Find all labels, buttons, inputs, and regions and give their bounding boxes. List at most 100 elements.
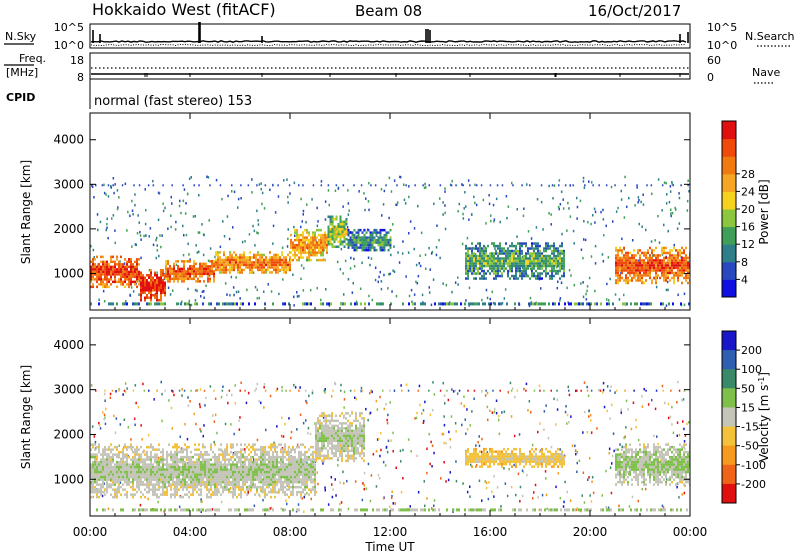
heatmap-cell [384,408,386,411]
heatmap-cell [198,466,200,469]
heatmap-cell [119,445,121,448]
heatmap-cell [665,269,667,272]
heatmap-cell [409,295,411,298]
heatmap-cell [563,275,565,278]
heatmap-cell [489,410,491,413]
heatmap-cell [344,246,346,249]
heatmap-cell [594,208,596,211]
heatmap-cell [523,272,525,275]
heatmap-cell [217,264,219,267]
heatmap-cell [306,244,308,247]
heatmap-cell [108,483,110,486]
heatmap-cell [481,438,483,441]
heatmap-cell [522,469,524,472]
heatmap-cell [631,257,633,260]
heatmap-cell [306,231,308,234]
heatmap-cell [104,466,106,469]
heatmap-cell [389,506,391,509]
heatmap-cell [203,273,205,276]
heatmap-cell [275,264,277,267]
heatmap-cell [209,280,211,283]
heatmap-cell [635,426,637,429]
heatmap-cell [187,193,189,196]
heatmap-cell [352,236,354,239]
heatmap-cell [645,252,647,255]
heatmap-cell [350,302,352,305]
heatmap-cell [509,257,511,260]
heatmap-cell [92,261,94,264]
heatmap-cell [668,417,670,420]
heatmap-cell [497,252,499,255]
heatmap-cell [183,273,185,276]
heatmap-cell [272,508,274,511]
heatmap-cell [202,478,204,481]
heatmap-cell [519,260,521,263]
heatmap-cell [162,486,164,489]
heatmap-cell [281,417,283,420]
heatmap-cell [233,251,235,254]
heatmap-cell [188,476,190,479]
heatmap-cell [273,254,275,257]
heatmap-cell [508,391,510,394]
heatmap-cell [174,466,176,469]
heatmap-cell [218,508,220,511]
heatmap-cell [388,249,390,252]
heatmap-cell [485,272,487,275]
heatmap-cell [625,426,627,429]
heatmap-cell [244,390,246,392]
heatmap-cell [164,282,166,285]
heatmap-cell [303,213,305,216]
heatmap-cell [120,466,122,469]
heatmap-cell [204,404,206,407]
heatmap-cell [551,223,553,226]
heatmap-cell [142,451,144,454]
heatmap-cell [422,508,424,511]
heatmap-cell [464,405,466,408]
heatmap-cell [479,445,481,448]
heatmap-cell [94,271,96,274]
heatmap-cell [114,453,116,456]
colorbar-segment [722,209,736,227]
heatmap-cell [106,463,108,466]
heatmap-cell [150,302,152,305]
heatmap-cell [194,471,196,474]
heatmap-cell [122,268,124,271]
heatmap-cell [215,259,217,262]
heatmap-cell [382,229,384,232]
heatmap-cell [200,471,202,474]
heatmap-cell [362,499,364,502]
heatmap-cell [485,247,487,250]
heatmap-cell [154,274,156,277]
heatmap-cell [511,390,513,392]
freq-label: Freq. [19,52,46,65]
heatmap-cell [200,483,202,486]
heatmap-cell [685,259,687,262]
heatmap-cell [507,272,509,275]
heatmap-cell [94,488,96,491]
heatmap-cell [519,433,521,436]
heatmap-cell [182,478,184,481]
heatmap-cell [95,441,97,444]
heatmap-cell [420,265,422,268]
heatmap-cell [142,287,144,290]
heatmap-cell [132,210,134,213]
heatmap-cell [209,278,211,281]
heatmap-cell [102,481,104,484]
heatmap-cell [181,394,183,397]
heatmap-cell [269,264,271,267]
heatmap-cell [168,399,170,402]
heatmap-cell [636,186,638,189]
heatmap-cell [314,241,316,244]
heatmap-cell [154,491,156,494]
heatmap-cell [175,221,177,224]
heatmap-cell [426,472,428,475]
heatmap-cell [628,197,630,200]
heatmap-cell [167,260,169,263]
heatmap-cell [371,257,373,260]
heatmap-cell [621,198,623,201]
heatmap-cell [194,488,196,491]
heatmap-cell [265,264,267,267]
heatmap-cell [233,266,235,269]
heatmap-cell [241,264,243,267]
heatmap-cell [162,466,164,469]
